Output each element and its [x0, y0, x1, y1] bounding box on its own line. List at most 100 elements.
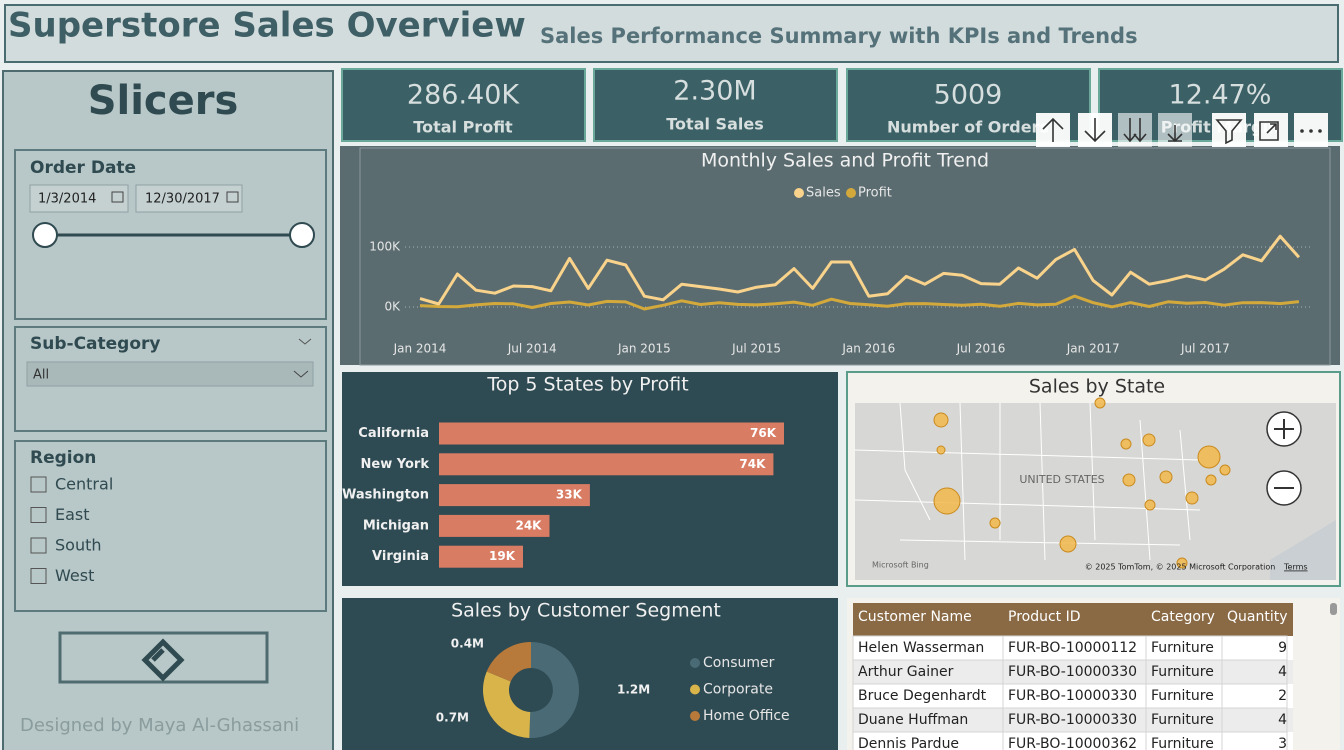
region-label: Region [30, 448, 96, 468]
kpi-value: 5009 [934, 80, 1003, 111]
toolbar-icon [1259, 121, 1279, 141]
column-header: Product ID [1008, 609, 1081, 625]
legend-swatch [690, 684, 700, 695]
y-tick-label: California [358, 426, 429, 441]
table-row [853, 684, 1293, 708]
y-tick-label: 0K [384, 300, 401, 314]
plus-icon [1274, 419, 1294, 439]
toolbar-icon [1215, 119, 1243, 145]
table-cell [1221, 731, 1288, 750]
checkbox[interactable] [30, 507, 47, 523]
checkbox[interactable] [30, 568, 47, 584]
kpi-label: Number of Orders [887, 118, 1049, 137]
data-label: 74K [739, 457, 766, 471]
state-lines [854, 402, 1201, 561]
kpi-label: Total Sales [666, 115, 763, 134]
y-tick-label: 100K [369, 240, 401, 254]
bubble [936, 445, 946, 455]
map [854, 397, 1336, 580]
title: Superstore Sales Overview [8, 6, 526, 46]
y-tick-label: Michigan [363, 518, 429, 533]
pie-panel [342, 598, 838, 750]
chart-title: Monthly Sales and Profit Trend [701, 150, 989, 172]
chart-title: Sales by Customer Segment [451, 600, 721, 622]
bubble [1059, 535, 1077, 553]
end-date-text: 12/30/2017 [145, 192, 220, 207]
table-cell-text: Arthur Gainer [858, 664, 954, 680]
kpi-card [593, 68, 838, 142]
bubble [1144, 499, 1156, 511]
toolbar-icon [1300, 129, 1304, 133]
series-line [419, 294, 1300, 311]
data-label: 19K [489, 549, 516, 563]
x-tick-label: Jan 2015 [617, 342, 671, 356]
region-option: East [55, 505, 90, 524]
map-title: Sales by State [1029, 376, 1165, 398]
x-tick-label: Jul 2017 [1180, 342, 1230, 356]
chevron [298, 338, 312, 345]
credit: Designed by Maya Al-Ghassani [20, 715, 299, 736]
chart-title: Top 5 States by Profit [486, 374, 688, 396]
column-header: Quantity [1227, 609, 1288, 625]
table-cell-text: Furniture [1151, 688, 1214, 704]
data-label: 0.7M [436, 711, 469, 725]
x-tick-label: Jul 2014 [507, 342, 557, 356]
slider-handle[interactable] [289, 222, 315, 248]
region-option: Central [55, 475, 113, 494]
eraser-icon [141, 638, 185, 682]
calendar-icon [111, 191, 124, 203]
scrollbar[interactable] [1330, 603, 1337, 615]
data-label: 76K [750, 426, 777, 440]
slicer-panel [2, 70, 334, 750]
data-label: 1.2M [617, 683, 650, 697]
map-land [855, 403, 1336, 580]
x-tick-label: Jul 2016 [956, 342, 1006, 356]
table-cell-text: FUR-BO-10000362 [1008, 736, 1137, 750]
x-tick-label: Jan 2016 [841, 342, 895, 356]
start-date-text: 1/3/2014 [38, 192, 96, 207]
y-tick-label: Washington [342, 488, 429, 503]
toolbar-button[interactable] [1118, 113, 1152, 147]
table-cell-text: Furniture [1151, 640, 1214, 656]
water [1270, 520, 1336, 580]
table-cell-text: Furniture [1151, 664, 1214, 680]
toolbar-icon [1084, 118, 1106, 143]
pie-slice [486, 642, 531, 682]
attribution: © 2025 TomTom, © 2025 Microsoft Corporat… [1085, 563, 1276, 572]
checkbox[interactable] [30, 476, 47, 493]
end-date[interactable] [135, 184, 243, 213]
line-panel [340, 146, 1340, 365]
terms-link[interactable]: Terms [1283, 563, 1308, 572]
kpi-label: Total Profit [413, 118, 513, 137]
dropdown[interactable] [26, 361, 314, 387]
bar [439, 545, 524, 568]
legend-swatch [690, 711, 700, 721]
toolbar-icon [1167, 125, 1183, 143]
date-slicer [14, 149, 327, 320]
slider-handle[interactable] [32, 222, 58, 248]
bubble [933, 412, 949, 428]
data-label: 0.4M [451, 637, 484, 651]
legend-label: Profit [858, 186, 892, 201]
checkbox[interactable] [30, 537, 47, 554]
series-line [419, 234, 1301, 306]
y-tick-label: Virginia [372, 549, 429, 564]
x-tick-label: Jan 2014 [393, 342, 447, 356]
table-cell-text: Furniture [1151, 712, 1214, 728]
country-label: UNITED STATES [1019, 473, 1104, 486]
column-header: Category [1151, 609, 1215, 625]
table-cell-text: Helen Wasserman [858, 640, 984, 656]
x-tick-label: Jul 2015 [731, 342, 781, 356]
bar [439, 422, 784, 445]
table-cell-text: FUR-BO-10000330 [1008, 664, 1137, 680]
bubble [1185, 491, 1199, 505]
table-row [853, 636, 1293, 660]
table-cell-text: FUR-BO-10000330 [1008, 712, 1137, 728]
toolbar-icon [1309, 129, 1313, 133]
clear-button[interactable] [58, 631, 269, 684]
table-cell-text: Duane Huffman [858, 712, 968, 728]
kpi-card [341, 68, 586, 142]
slicer-title: Slicers [88, 78, 239, 124]
kpi-value: 2.30M [673, 76, 756, 107]
